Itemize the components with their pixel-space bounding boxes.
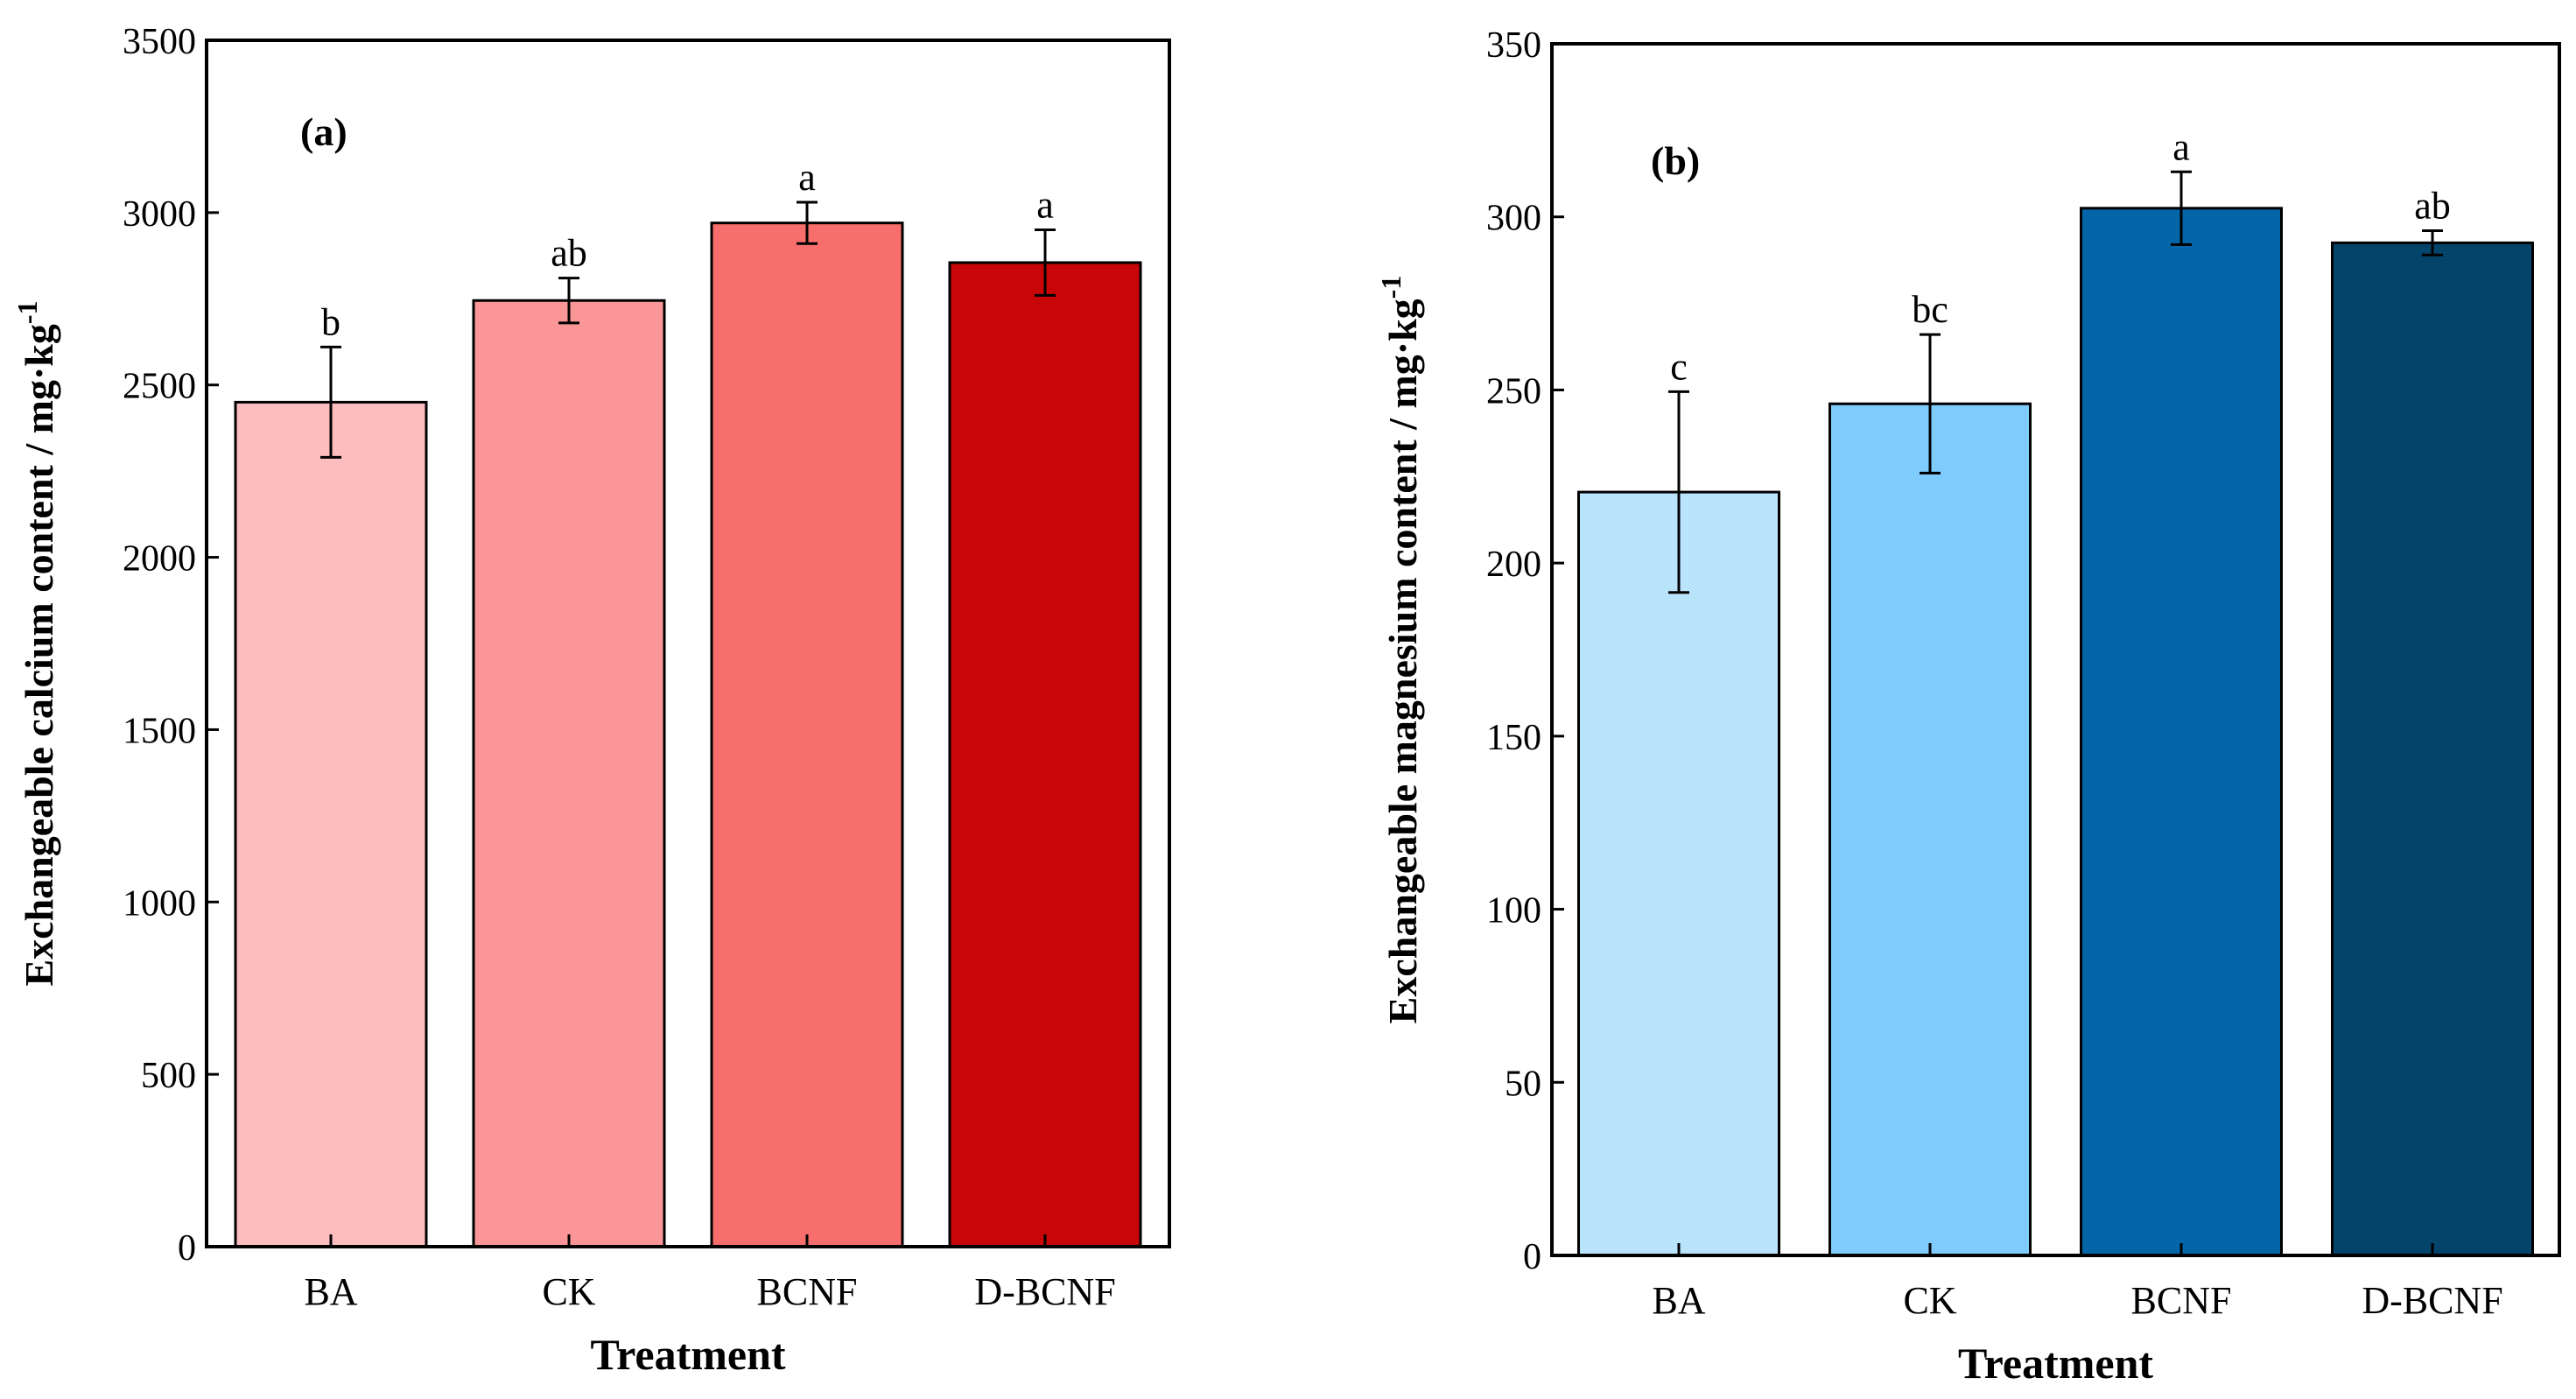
y-axis-label: Exchangeable calcium content / mg·kg-1 bbox=[11, 300, 61, 986]
bar-ba bbox=[234, 400, 428, 1248]
y-tick-label: 50 bbox=[1505, 1064, 1541, 1104]
error-bars bbox=[1668, 170, 2443, 594]
y-axis-label-superscript: -1 bbox=[1375, 276, 1407, 299]
bars bbox=[1577, 207, 2534, 1257]
x-tick-label: BA bbox=[304, 1270, 357, 1313]
bar-ck bbox=[1828, 402, 2032, 1257]
significance-letter: b bbox=[321, 300, 340, 343]
significance-letter: c bbox=[1670, 345, 1688, 388]
y-tick-label: 300 bbox=[1486, 199, 1541, 239]
y-tick-label: 1000 bbox=[123, 883, 196, 924]
x-axis-ticks: BA CK BCNF D-BCNF bbox=[1652, 1243, 2503, 1322]
bar-d-bcnf bbox=[2331, 241, 2534, 1257]
significance-letter: a bbox=[798, 156, 816, 199]
x-axis-label: Treatment bbox=[590, 1330, 785, 1379]
y-tick-label: 3000 bbox=[123, 194, 196, 235]
y-axis-ticks: 0 50 100 150 200 250 300 350 bbox=[1486, 25, 1564, 1277]
plot-frame bbox=[1550, 42, 2561, 1257]
x-tick-label: D-BCNF bbox=[974, 1270, 1115, 1313]
x-tick-label: BCNF bbox=[2131, 1279, 2232, 1322]
bar-bcnf bbox=[710, 221, 904, 1248]
y-axis-label-main: Exchangeable calcium content / mg·kg bbox=[17, 324, 61, 986]
y-tick-label: 1500 bbox=[123, 711, 196, 751]
x-tick-label: BA bbox=[1652, 1279, 1705, 1322]
y-axis-label-main: Exchangeable magnesium content / mg·kg bbox=[1380, 299, 1425, 1023]
y-axis-label-superscript: -1 bbox=[11, 300, 43, 324]
y-tick-label: 100 bbox=[1486, 891, 1541, 931]
x-axis-label: Treatment bbox=[1958, 1339, 2153, 1388]
y-axis-label: Exchangeable magnesium content / mg·kg-1 bbox=[1375, 276, 1425, 1024]
bar-ba bbox=[1577, 490, 1780, 1257]
significance-letter: a bbox=[2172, 125, 2190, 168]
y-tick-label: 0 bbox=[178, 1228, 196, 1269]
significance-letters: c bc a ab bbox=[1670, 125, 2451, 388]
x-tick-label: CK bbox=[1903, 1279, 1956, 1322]
y-axis-ticks: 0 500 1000 1500 2000 2500 3000 3500 bbox=[123, 22, 219, 1269]
x-tick-label: CK bbox=[542, 1270, 595, 1313]
bar-ck bbox=[472, 299, 666, 1248]
x-tick-label: BCNF bbox=[757, 1270, 858, 1313]
significance-letter: ab bbox=[2414, 185, 2451, 228]
y-tick-label: 250 bbox=[1486, 371, 1541, 411]
bar-bcnf bbox=[2080, 207, 2283, 1257]
plot-frame bbox=[205, 39, 1171, 1248]
y-tick-label: 0 bbox=[1523, 1237, 1541, 1277]
y-tick-label: 200 bbox=[1486, 545, 1541, 585]
x-axis-ticks: BA CK BCNF D-BCNF bbox=[304, 1234, 1116, 1313]
y-tick-label: 150 bbox=[1486, 718, 1541, 758]
y-tick-label: 500 bbox=[141, 1056, 196, 1096]
error-bars bbox=[320, 200, 1056, 459]
significance-letters: b ab a a bbox=[321, 156, 1054, 343]
y-tick-label: 3500 bbox=[123, 22, 196, 62]
x-tick-label: D-BCNF bbox=[2362, 1279, 2502, 1322]
significance-letter: bc bbox=[1912, 288, 1948, 331]
panel-label: (a) bbox=[300, 109, 347, 154]
y-tick-label: 2000 bbox=[123, 539, 196, 580]
bars bbox=[234, 221, 1142, 1248]
chart-panel-b: 0 50 100 150 200 250 300 350 c bc a ab BA CK BCNF D-B… bbox=[1375, 25, 2561, 1388]
panel-label: (b) bbox=[1651, 138, 1700, 183]
significance-letter: a bbox=[1036, 184, 1054, 227]
bar-d-bcnf bbox=[948, 261, 1142, 1248]
y-tick-label: 2500 bbox=[123, 367, 196, 407]
y-tick-label: 350 bbox=[1486, 25, 1541, 66]
significance-letter: ab bbox=[551, 232, 587, 275]
